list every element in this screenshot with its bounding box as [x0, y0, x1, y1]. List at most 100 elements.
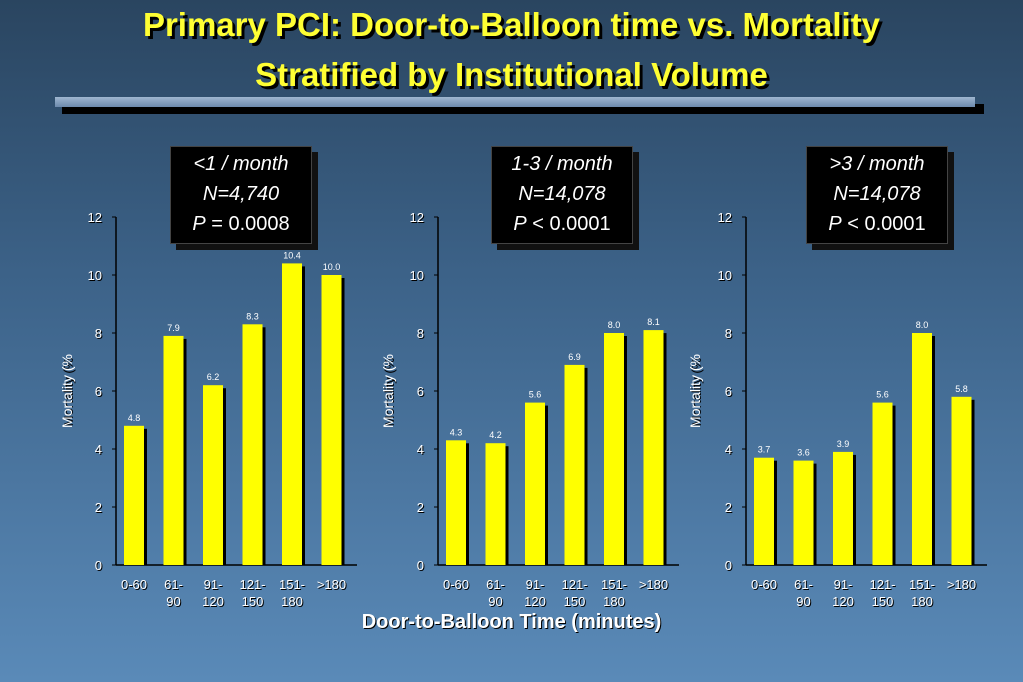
x-tick-label: 0-60	[751, 577, 777, 592]
x-tick-label-shadow: 151-	[910, 578, 936, 593]
x-tick-label-shadow: 120	[203, 595, 225, 610]
n-label: N=14,078	[833, 183, 921, 205]
data-label: 10.4	[283, 250, 301, 260]
x-tick-label: >180	[947, 577, 976, 592]
y-tick-label: 4	[417, 442, 424, 457]
x-tick-label: 180	[281, 594, 303, 609]
y-tick-label-shadow: 2	[418, 501, 425, 516]
bar	[282, 263, 302, 565]
y-tick-label: 12	[718, 210, 732, 225]
y-axis-label: Mortality (%	[380, 354, 396, 428]
p-value-line: P < 0.0001	[492, 209, 632, 239]
y-tick-label-shadow: 10	[411, 269, 425, 284]
p-label: P	[513, 213, 527, 235]
y-tick-label: 0	[95, 558, 102, 573]
y-tick-label-shadow: 2	[726, 501, 733, 516]
bar	[564, 364, 585, 565]
x-tick-label-shadow: 91-	[527, 578, 546, 593]
bar	[872, 402, 893, 565]
x-tick-label: 180	[911, 594, 933, 609]
x-tick-label: 120	[202, 594, 224, 609]
x-tick-label: 90	[796, 594, 810, 609]
x-tick-label: >180	[317, 577, 346, 592]
y-tick-label-shadow: 2	[96, 501, 103, 516]
data-label: 3.6	[797, 448, 810, 458]
y-axis-label-shadow: Mortality (%	[382, 357, 397, 426]
x-tick-label-shadow: 151-	[602, 578, 628, 593]
x-tick-label-shadow: 90	[489, 595, 503, 610]
x-tick-label-shadow: 121-	[562, 578, 588, 593]
data-label: 10.0	[323, 262, 341, 272]
x-tick-label-shadow: 0-60	[444, 578, 470, 593]
x-tick-label-shadow: 180	[604, 595, 626, 610]
stratum-box-low-volume: <1 / month N=4,740 P = 0.0008	[170, 146, 312, 244]
x-tick-label: 150	[564, 594, 586, 609]
stratum-label: <1 / month	[193, 153, 289, 175]
y-tick-label: 2	[417, 500, 424, 515]
data-label: 5.8	[955, 384, 968, 394]
bar	[754, 457, 774, 565]
x-tick-label-shadow: 151-	[280, 578, 306, 593]
x-tick-label: 61-	[486, 577, 505, 592]
y-axis-label: Mortality (%	[687, 354, 703, 428]
y-axis-label-shadow: Mortality (%	[689, 357, 704, 426]
x-tick-label-shadow: 150	[243, 595, 265, 610]
p-value: < 0.0001	[847, 213, 926, 235]
x-tick-label-shadow: 121-	[240, 578, 266, 593]
y-tick-label: 10	[88, 268, 102, 283]
x-tick-label-shadow: 120	[833, 595, 855, 610]
y-tick-label-shadow: 0	[726, 559, 733, 574]
x-tick-label: 0-60	[121, 577, 147, 592]
x-tick-label-shadow: 180	[282, 595, 304, 610]
x-tick-label-shadow: 150	[873, 595, 895, 610]
y-tick-label: 10	[718, 268, 732, 283]
y-tick-label: 0	[725, 558, 732, 573]
bar	[951, 396, 972, 565]
x-tick-label-shadow: 90	[797, 595, 811, 610]
x-tick-label-shadow: 91-	[205, 578, 224, 593]
bar	[485, 443, 506, 565]
data-label: 6.9	[568, 352, 581, 362]
p-value-line: P < 0.0001	[807, 209, 947, 239]
n-label: N=14,078	[518, 183, 606, 205]
x-tick-label: 61-	[164, 577, 183, 592]
x-tick-label-shadow: 91-	[835, 578, 854, 593]
x-tick-label: 91-	[526, 577, 545, 592]
x-tick-label: 150	[872, 594, 894, 609]
x-tick-label: 151-	[279, 577, 305, 592]
y-tick-label-shadow: 8	[726, 327, 733, 342]
x-tick-label: 0-60	[443, 577, 469, 592]
data-label: 5.6	[876, 390, 889, 400]
x-tick-label: 180	[603, 594, 625, 609]
slide-title-line-2: Stratified by Institutional Volume	[255, 56, 768, 93]
y-tick-label: 4	[95, 442, 102, 457]
y-tick-label: 6	[725, 384, 732, 399]
y-tick-label: 0	[417, 558, 424, 573]
y-tick-label: 2	[95, 500, 102, 515]
bar	[793, 460, 814, 565]
y-tick-label-shadow: 10	[89, 269, 103, 284]
x-tick-label: 61-	[794, 577, 813, 592]
y-tick-label-shadow: 6	[96, 385, 103, 400]
x-tick-label: 121-	[561, 577, 587, 592]
x-tick-label-shadow: 61-	[165, 578, 184, 593]
bar	[446, 440, 466, 565]
y-tick-label-shadow: 4	[96, 443, 103, 458]
data-label: 7.9	[167, 323, 180, 333]
bar	[912, 333, 932, 565]
n-label: N=4,740	[202, 183, 280, 205]
stratum-box-mid-volume: 1-3 / month N=14,078 P < 0.0001	[491, 146, 633, 244]
data-label: 5.6	[529, 390, 542, 400]
y-tick-label-shadow: 10	[719, 269, 733, 284]
y-tick-label-shadow: 12	[411, 211, 425, 226]
slide-title-line-1: Primary PCI: Door-to-Balloon time vs. Mo…	[142, 6, 881, 43]
y-tick-label: 4	[725, 442, 732, 457]
stratum-box-high-volume: >3 / month N=14,078 P < 0.0001	[806, 146, 948, 244]
bar	[203, 385, 223, 565]
y-axis-label-shadow: Mortality (%	[61, 357, 76, 426]
x-tick-label-shadow: >180	[640, 578, 669, 593]
x-tick-label-shadow: >180	[318, 578, 347, 593]
data-label: 3.7	[758, 445, 771, 455]
bar	[833, 451, 853, 565]
